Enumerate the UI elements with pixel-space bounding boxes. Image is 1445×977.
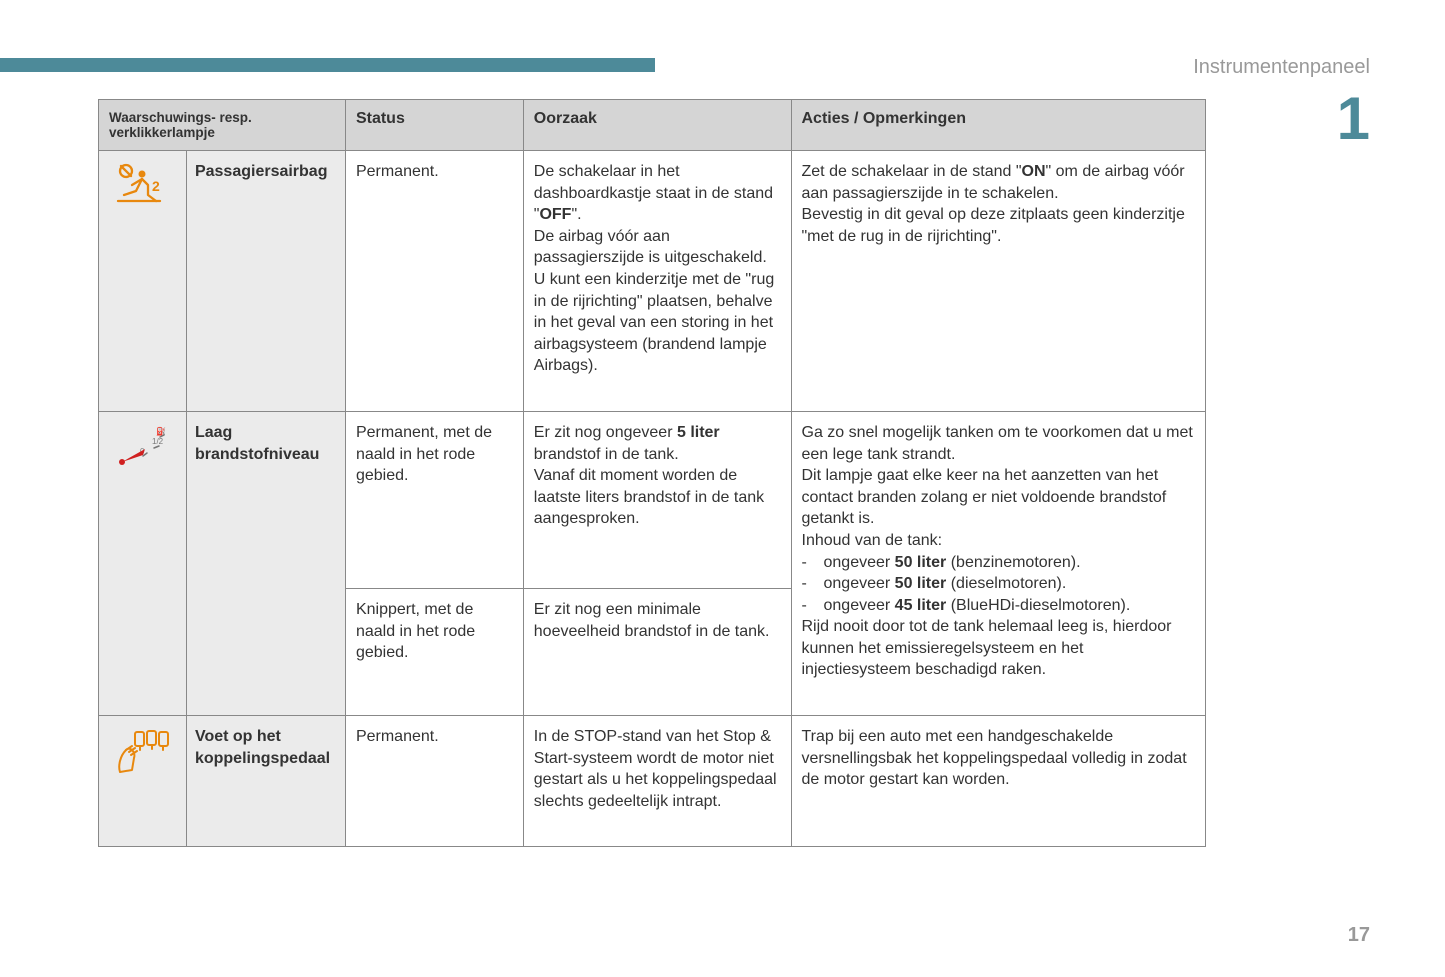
text: (benzinemotoren). (946, 554, 1080, 571)
fuel-icon-cell: ⛽ 1/2 0 (99, 411, 187, 715)
airbag-name: Passagiersairbag (186, 151, 345, 412)
page-number: 17 (1348, 924, 1370, 947)
table-header-row: Waarschuwings- resp. verklikkerlampje St… (99, 100, 1206, 151)
clutch-icon-cell (99, 716, 187, 847)
table-row: Voet op het koppelingspedaal Permanent. … (99, 716, 1206, 847)
fuel-status-1: Permanent, met de naald in het rode gebi… (345, 411, 523, 588)
table-row: ⛽ 1/2 0 Laag brandstofniveau Permanent, … (99, 411, 1206, 588)
svg-text:2: 2 (152, 178, 160, 194)
clutch-status: Permanent. (345, 716, 523, 847)
fuel-status-2: Knippert, met de naald in het rode gebie… (345, 588, 523, 715)
top-accent-bar (0, 58, 655, 72)
list-item: ongeveer 50 liter (dieselmotoren). (802, 573, 1196, 595)
fuel-actions: Ga zo snel mogelijk tanken om te voorkom… (791, 411, 1206, 715)
col-actions-header: Acties / Opmerkingen (791, 100, 1206, 151)
clutch-cause: In de STOP-stand van het Stop & Start-sy… (523, 716, 791, 847)
airbag-icon-cell: 2 (99, 151, 187, 412)
text: ongeveer (824, 554, 895, 571)
clutch-name: Voet op het koppelingspedaal (186, 716, 345, 847)
col-warning-header: Waarschuwings- resp. verklikkerlampje (99, 100, 346, 151)
warning-lights-table: Waarschuwings- resp. verklikkerlampje St… (98, 99, 1206, 847)
airbag-cause: De schakelaar in het dashboardkastje sta… (523, 151, 791, 412)
fuel-cause-2: Er zit nog een minimale hoeveelheid bran… (523, 588, 791, 715)
table-row: 2 Passagiersairbag Permanent. De schakel… (99, 151, 1206, 412)
text-bold: 50 liter (895, 554, 947, 571)
text: ongeveer (824, 575, 895, 592)
passenger-airbag-off-icon: 2 (112, 161, 172, 211)
text: ongeveer (824, 597, 895, 614)
text-bold: OFF (539, 206, 571, 223)
text-bold: ON (1022, 163, 1046, 180)
foot-on-clutch-icon (112, 726, 172, 776)
text: Er zit nog ongeveer (534, 424, 677, 441)
text: (BlueHDi-dieselmotoren). (946, 597, 1130, 614)
section-number: 1 (1337, 92, 1370, 146)
airbag-status: Permanent. (345, 151, 523, 412)
fuel-capacity-list: ongeveer 50 liter (benzinemotoren). onge… (802, 552, 1196, 617)
col-cause-header: Oorzaak (523, 100, 791, 151)
airbag-actions: Zet de schakelaar in de stand "ON" om de… (791, 151, 1206, 412)
svg-text:1/2: 1/2 (152, 437, 164, 446)
list-item: ongeveer 50 liter (benzinemotoren). (802, 552, 1196, 574)
col-status-header: Status (345, 100, 523, 151)
text: Rijd nooit door tot de tank helemaal lee… (802, 616, 1196, 681)
fuel-cause-1: Er zit nog ongeveer 5 liter brandstof in… (523, 411, 791, 588)
text: brandstof in de tank. Vanaf dit moment w… (534, 446, 764, 528)
text-bold: 45 liter (895, 597, 947, 614)
text: Zet de schakelaar in de stand " (802, 163, 1022, 180)
text: Ga zo snel mogelijk tanken om te voorkom… (802, 422, 1196, 552)
text-bold: 5 liter (677, 424, 720, 441)
text: ". De airbag vóór aan passagierszijde is… (534, 206, 774, 374)
text: (dieselmotoren). (946, 575, 1066, 592)
fuel-name: Laag brandstofniveau (186, 411, 345, 715)
clutch-actions: Trap bij een auto met een handgeschakeld… (791, 716, 1206, 847)
section-title: Instrumentenpaneel (1193, 56, 1370, 79)
low-fuel-gauge-icon: ⛽ 1/2 0 (112, 422, 172, 472)
text-bold: 50 liter (895, 575, 947, 592)
list-item: ongeveer 45 liter (BlueHDi-dieselmotoren… (802, 595, 1196, 617)
